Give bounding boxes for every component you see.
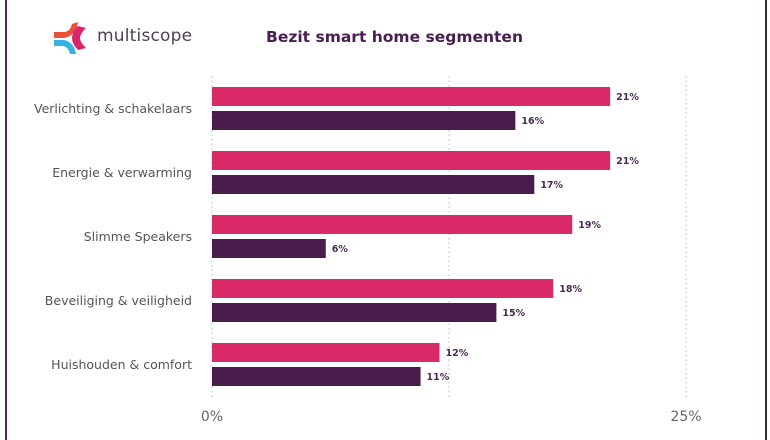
- x-tick-label: 25%: [670, 409, 701, 425]
- brand-name: multiscope: [97, 26, 193, 46]
- bar-value-label: 15%: [502, 308, 525, 319]
- x-tick-label: 0%: [201, 409, 223, 425]
- bar-value-label: 21%: [616, 156, 639, 167]
- x-axis-ticks: 0% 25%: [201, 409, 702, 425]
- bar-value-label: 12%: [446, 348, 469, 359]
- bar-value-label: 21%: [616, 92, 639, 103]
- bar-series-2: [212, 367, 421, 386]
- category-label: Beveiliging & veiligheid: [45, 293, 192, 308]
- bar-value-label: 11%: [427, 372, 450, 383]
- category-label: Energie & verwarming: [52, 165, 192, 180]
- bar-series-1: [212, 151, 611, 170]
- category-label: Verlichting & schakelaars: [34, 101, 192, 116]
- bar-series-1: [212, 343, 440, 362]
- multiscope-logo-icon: [54, 22, 86, 54]
- bar-series-2: [212, 303, 497, 322]
- bar-series-1: [212, 215, 573, 234]
- category-label: Huishouden & comfort: [51, 357, 192, 372]
- bar-series-2: [212, 111, 516, 130]
- category-labels: Verlichting & schakelaars Energie & verwa…: [34, 101, 192, 372]
- frame-left-border: [5, 0, 7, 440]
- bars: 21% 16% 21% 17% 19% 6% 18% 15% 12% 11%: [212, 87, 639, 386]
- bar-series-1: [212, 279, 554, 298]
- bar-value-label: 6%: [332, 244, 349, 255]
- bar-value-label: 19%: [578, 220, 601, 231]
- bar-value-label: 16%: [521, 116, 544, 127]
- frame-right-border: [765, 0, 767, 440]
- bar-series-1: [212, 87, 611, 106]
- bar-series-2: [212, 239, 326, 258]
- bar-value-label: 18%: [559, 284, 582, 295]
- category-label: Slimme Speakers: [84, 229, 192, 244]
- bar-value-label: 17%: [540, 180, 563, 191]
- chart-title: Bezit smart home segmenten: [266, 28, 523, 46]
- bar-series-2: [212, 175, 535, 194]
